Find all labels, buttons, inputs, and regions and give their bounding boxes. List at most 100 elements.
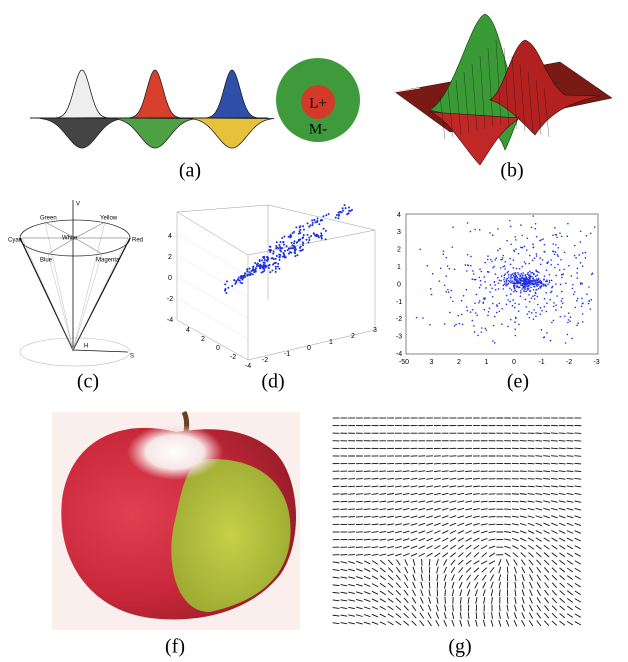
- point: [522, 284, 524, 287]
- vector: [512, 552, 519, 558]
- vector: [512, 530, 519, 534]
- point: [534, 291, 537, 294]
- point: [489, 232, 491, 234]
- vector: [411, 597, 417, 604]
- mesh-line: [455, 79, 462, 136]
- point: [259, 263, 262, 266]
- point: [287, 252, 290, 255]
- point: [513, 306, 516, 309]
- vector: [355, 621, 363, 625]
- vector: [512, 545, 519, 550]
- vector: [535, 522, 543, 527]
- point: [460, 313, 463, 316]
- vector: [449, 544, 457, 550]
- point: [484, 261, 487, 264]
- vector: [363, 568, 371, 572]
- point: [491, 287, 493, 290]
- vector: [543, 530, 550, 534]
- point: [559, 283, 562, 286]
- vector: [371, 621, 379, 625]
- z-tick-label: 0: [168, 275, 172, 282]
- vector: [435, 612, 440, 619]
- point: [538, 283, 540, 286]
- vector: [465, 530, 472, 534]
- vector: [332, 614, 340, 617]
- point: [537, 281, 539, 283]
- vector: [473, 560, 480, 565]
- vector: [465, 544, 472, 550]
- vector: [340, 622, 348, 625]
- vector: [506, 604, 509, 612]
- point: [500, 258, 502, 261]
- point: [529, 274, 531, 276]
- point: [293, 230, 296, 233]
- point: [523, 290, 526, 293]
- vector: [544, 605, 550, 611]
- vector: [488, 508, 496, 510]
- point: [253, 268, 256, 271]
- point: [483, 298, 486, 300]
- vector: [410, 500, 418, 503]
- vector: [483, 596, 486, 604]
- vector: [371, 538, 379, 541]
- vector: [514, 574, 517, 582]
- vector: [332, 569, 340, 571]
- vector: [472, 508, 480, 511]
- vector: [418, 545, 426, 550]
- vector: [450, 552, 456, 558]
- point: [566, 235, 569, 237]
- point: [246, 270, 249, 273]
- point: [514, 276, 517, 278]
- vector: [466, 581, 471, 589]
- vector: [394, 493, 402, 495]
- panel-a: L+ M- (a): [30, 58, 360, 182]
- point: [288, 247, 291, 250]
- point: [591, 273, 593, 276]
- vector: [459, 619, 463, 627]
- vector: [551, 582, 558, 588]
- vector: [558, 462, 566, 465]
- red-peak: [489, 39, 601, 136]
- vector: [498, 619, 502, 627]
- vector: [536, 597, 541, 604]
- point: [521, 288, 523, 290]
- vector: [527, 485, 535, 488]
- color-label: White: [62, 236, 78, 242]
- vector: [411, 620, 417, 626]
- vector: [418, 507, 426, 511]
- vector: [402, 508, 410, 511]
- point: [263, 269, 266, 272]
- point: [519, 275, 521, 278]
- point: [539, 257, 541, 259]
- point: [581, 297, 583, 300]
- vector: [410, 507, 418, 511]
- caption: (e): [507, 371, 529, 393]
- vector: [566, 515, 574, 519]
- point: [320, 234, 323, 237]
- point: [535, 253, 538, 255]
- point: [473, 331, 476, 333]
- point: [579, 262, 582, 264]
- point: [285, 245, 288, 248]
- vector: [332, 591, 340, 594]
- point: [524, 282, 527, 285]
- point: [534, 275, 537, 278]
- point: [480, 284, 482, 286]
- vector: [402, 530, 410, 534]
- point: [512, 290, 515, 293]
- point: [479, 279, 482, 282]
- vector: [535, 447, 543, 450]
- vector: [332, 599, 340, 602]
- vector: [419, 597, 424, 604]
- point: [517, 286, 520, 289]
- vector: [363, 560, 371, 565]
- point: [531, 259, 534, 262]
- box-edge: [176, 211, 249, 256]
- point: [497, 282, 500, 285]
- point: [539, 286, 542, 288]
- vector: [410, 553, 418, 557]
- vector: [395, 597, 402, 604]
- vector: [355, 493, 363, 495]
- vector: [465, 537, 472, 542]
- vector: [551, 552, 558, 558]
